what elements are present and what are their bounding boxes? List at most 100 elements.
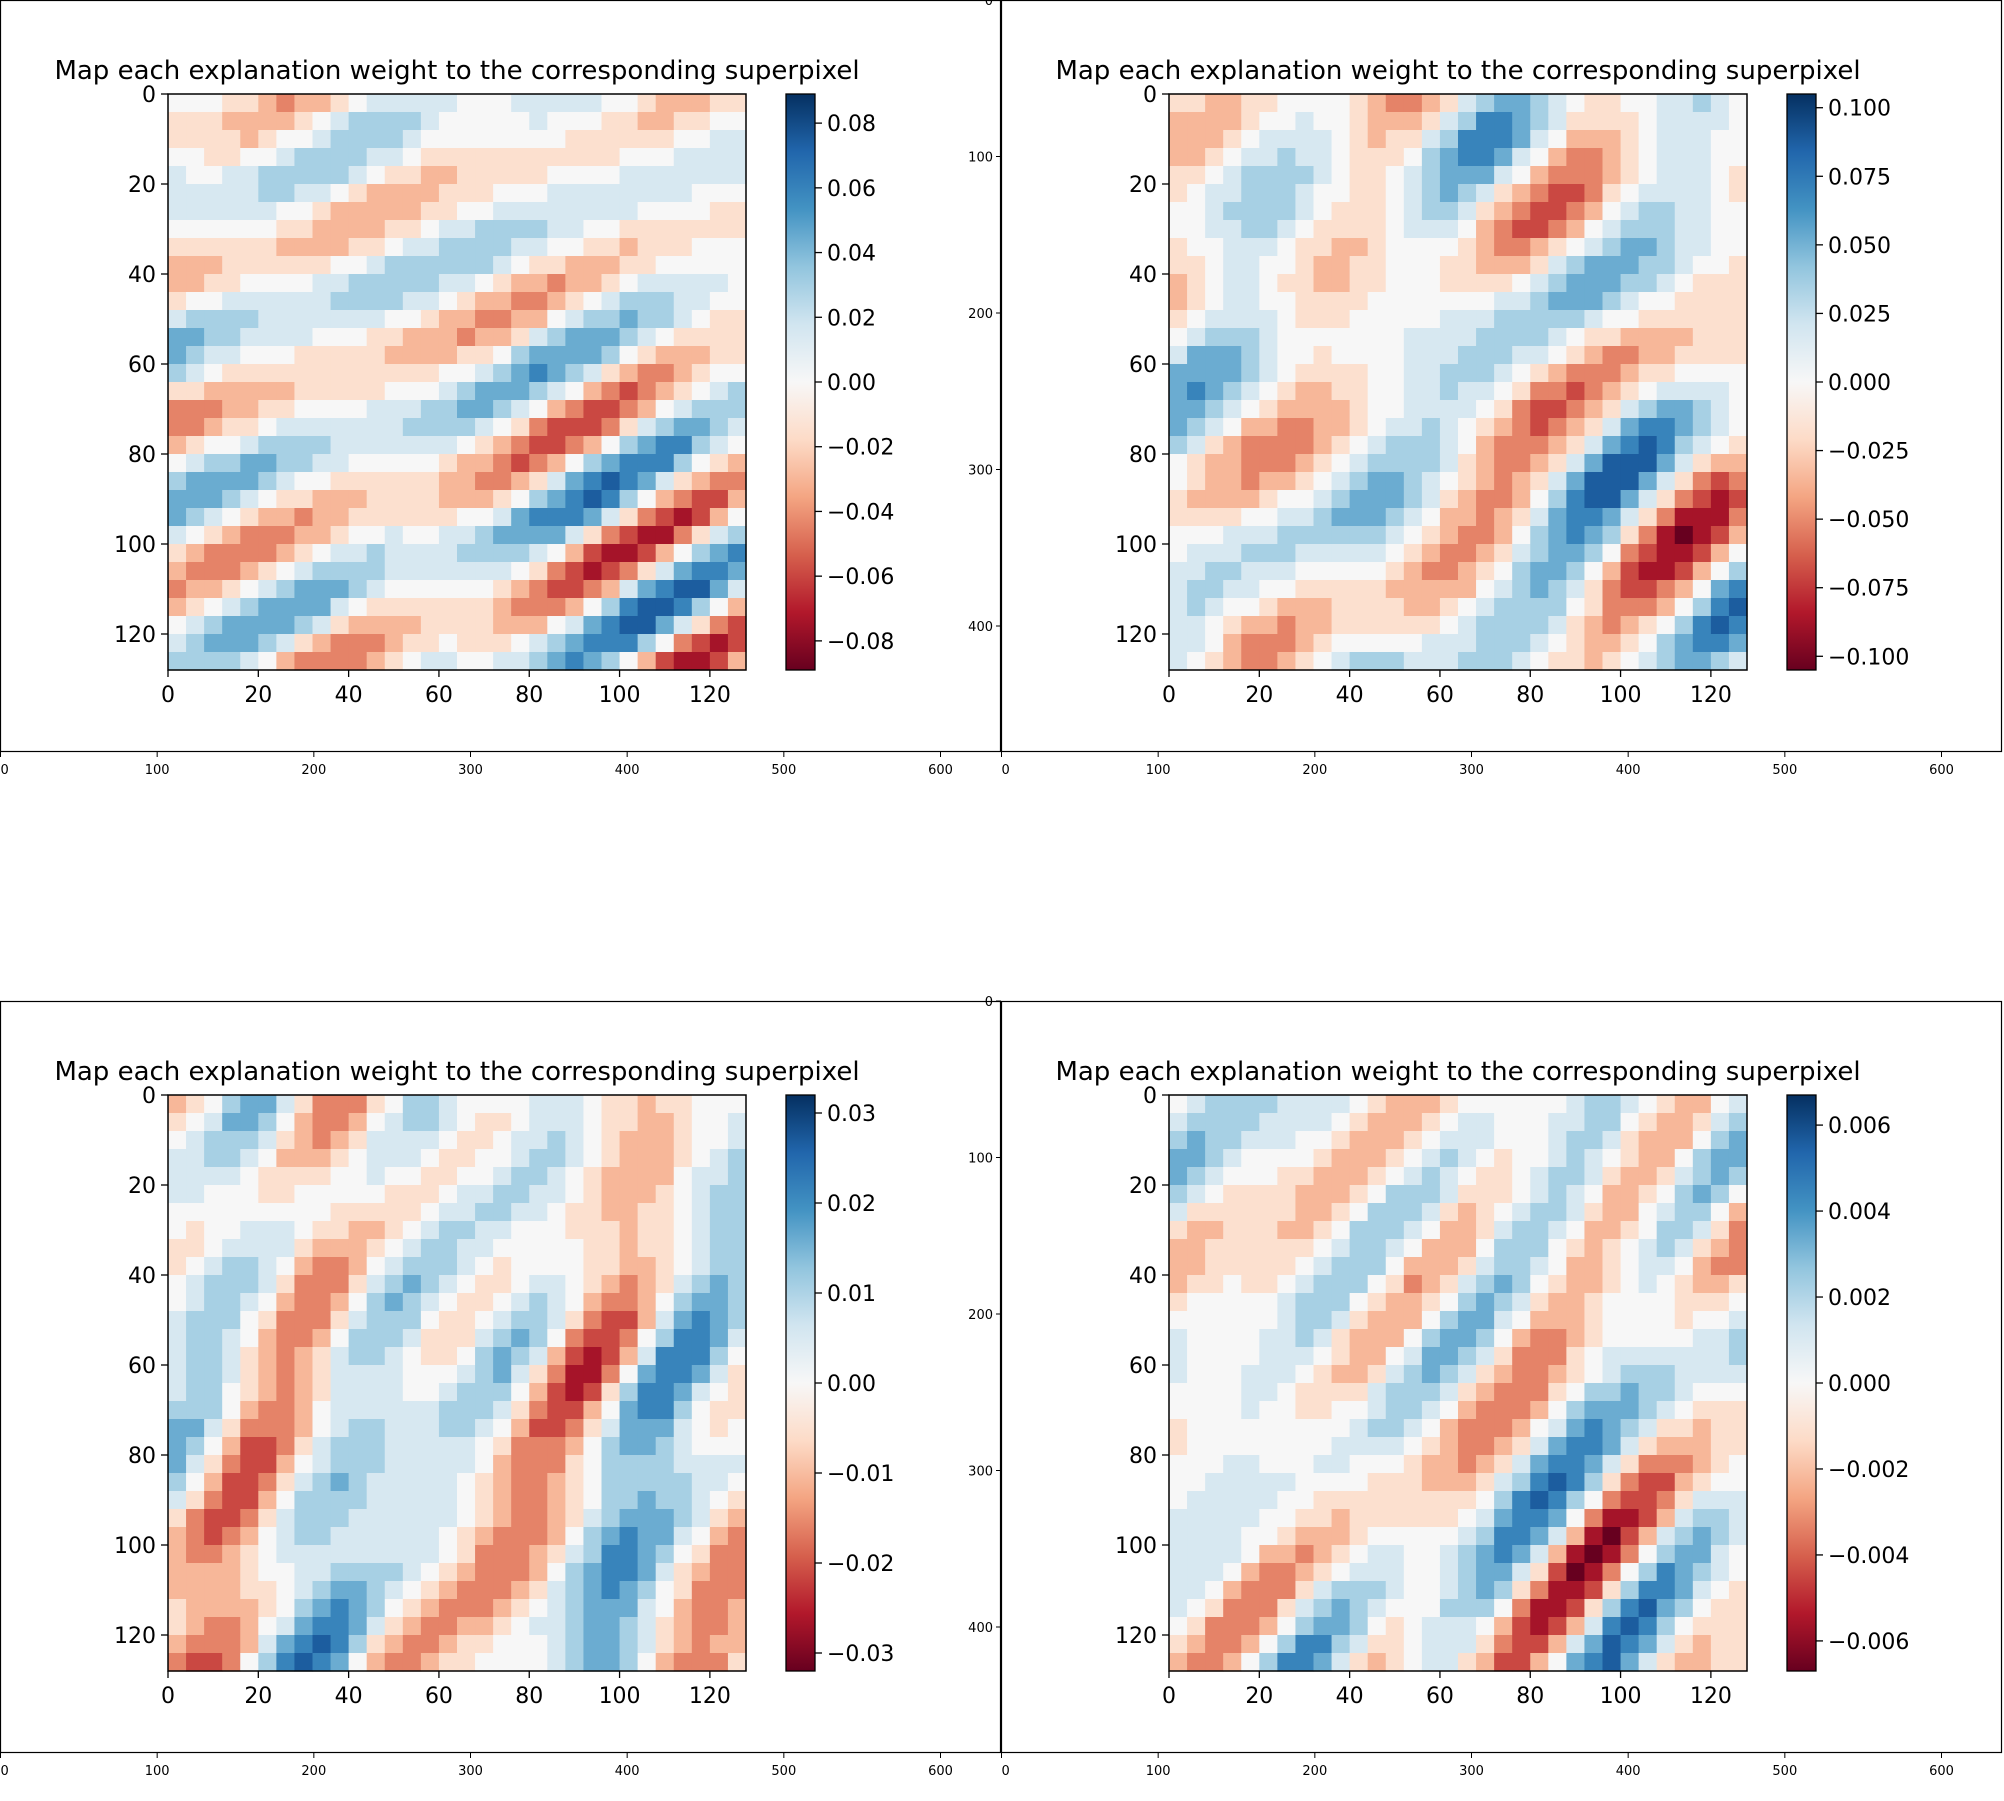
heatmap-cell	[204, 652, 223, 671]
heatmap-cell	[1620, 184, 1640, 203]
heatmap-cell	[1494, 1509, 1513, 1528]
heatmap-cell	[1403, 1113, 1423, 1132]
heatmap-cell	[1223, 1617, 1242, 1636]
heatmap-cell	[619, 526, 639, 545]
heatmap-cell	[204, 382, 223, 401]
heatmap-cell	[222, 1617, 241, 1636]
heatmap-cell	[1458, 1203, 1477, 1222]
heatmap-cell	[727, 1239, 747, 1258]
heatmap-cell	[1403, 1401, 1423, 1420]
colorbar-tick-label: −0.025	[1828, 440, 1909, 465]
heatmap-cell	[168, 1509, 187, 1528]
heatmap-cell	[1241, 256, 1260, 275]
heatmap-cell	[673, 490, 693, 509]
heatmap-cell	[204, 508, 223, 527]
heatmap-cell	[565, 1275, 585, 1294]
heatmap-cell	[619, 292, 639, 311]
heatmap-cell	[637, 562, 657, 581]
heatmap-cell	[1205, 328, 1224, 347]
heatmap-cell	[529, 328, 548, 347]
heatmap-cell	[240, 1221, 259, 1240]
heatmap-cell	[493, 1131, 512, 1150]
heatmap-cell	[619, 94, 639, 113]
heatmap-cell	[1566, 1419, 1586, 1438]
heatmap-cell	[258, 1563, 277, 1582]
heatmap-cell	[1277, 1635, 1297, 1654]
heatmap-cell	[619, 202, 639, 221]
heatmap-cell	[565, 1131, 585, 1150]
heatmap-cell	[511, 310, 530, 329]
heatmap-cell	[294, 1455, 314, 1474]
heatmap-cell	[222, 1509, 241, 1528]
heatmap-cell	[673, 1365, 693, 1384]
heatmap-cell	[240, 1491, 259, 1510]
heatmap-cell	[222, 472, 241, 491]
heatmap-cell	[1476, 1401, 1495, 1420]
heatmap-cell	[1205, 1293, 1224, 1312]
heatmap-cell	[420, 274, 440, 293]
heatmap-cell	[1494, 1203, 1513, 1222]
heatmap-cell	[1187, 1455, 1206, 1474]
heatmap-cell	[258, 1311, 277, 1330]
heatmap-cell	[1295, 94, 1315, 113]
heatmap-cell	[727, 112, 747, 131]
heatmap-cell	[1439, 1509, 1459, 1528]
heatmap-cell	[1403, 1545, 1423, 1564]
heatmap-cell	[1476, 634, 1495, 653]
heatmap-cell	[1620, 526, 1640, 545]
heatmap-cell	[1421, 490, 1441, 509]
heatmap-cell	[330, 1401, 350, 1420]
heatmap-cell	[1692, 292, 1712, 311]
heatmap-cell	[1241, 1293, 1260, 1312]
heatmap-cell	[1241, 94, 1260, 113]
heatmap-cell	[1331, 1599, 1351, 1618]
heatmap-cell	[1620, 634, 1640, 653]
heatmap-cell	[1403, 130, 1423, 149]
heatmap-cell	[1728, 274, 1748, 293]
heatmap-cell	[384, 1311, 404, 1330]
heatmap-cell	[1674, 382, 1694, 401]
heatmap-cell	[240, 508, 259, 527]
heatmap-cell	[601, 634, 621, 653]
heatmap-cell	[565, 616, 585, 635]
heatmap-cell	[1259, 1599, 1278, 1618]
heatmap-cell	[1169, 184, 1188, 203]
heatmap-cell	[1476, 346, 1495, 365]
heatmap-cell	[276, 1113, 296, 1132]
heatmap-cell	[619, 580, 639, 599]
heatmap-cell	[547, 472, 566, 491]
heatmap-cell	[1674, 1347, 1694, 1366]
heatmap-cell	[168, 1365, 187, 1384]
heatmap-cell	[1421, 1167, 1441, 1186]
heatmap-cell	[1295, 1383, 1315, 1402]
heatmap-cell	[1403, 238, 1423, 257]
heatmap-cell	[637, 1653, 657, 1672]
heatmap-cell	[276, 148, 296, 167]
heatmap-frame	[167, 93, 747, 671]
heatmap-cell	[1710, 508, 1730, 527]
heatmap-cell	[258, 562, 277, 581]
x-tick-label: 80	[1516, 683, 1544, 708]
heatmap-cell	[619, 634, 639, 653]
heatmap-cell	[204, 400, 223, 419]
heatmap-cell	[1602, 634, 1622, 653]
heatmap-cell	[547, 1617, 566, 1636]
heatmap-cell	[348, 1455, 368, 1474]
heatmap-cell	[1620, 1311, 1640, 1330]
heatmap-cell	[1512, 634, 1531, 653]
heatmap-cell	[1403, 616, 1423, 635]
heatmap-cell	[384, 1401, 404, 1420]
heatmap-cell	[330, 256, 350, 275]
heatmap-cell	[366, 148, 386, 167]
heatmap-cell	[186, 1401, 205, 1420]
heatmap-cell	[1223, 1545, 1242, 1564]
heatmap-cell	[1439, 436, 1459, 455]
heatmap-cell	[294, 1545, 314, 1564]
heatmap-cell	[384, 1365, 404, 1384]
heatmap-cell	[673, 526, 693, 545]
heatmap-cell	[402, 1383, 422, 1402]
heatmap-cell	[1656, 1617, 1676, 1636]
heatmap-cell	[547, 1329, 566, 1348]
heatmap-cell	[1439, 1437, 1459, 1456]
heatmap-cell	[547, 580, 566, 599]
